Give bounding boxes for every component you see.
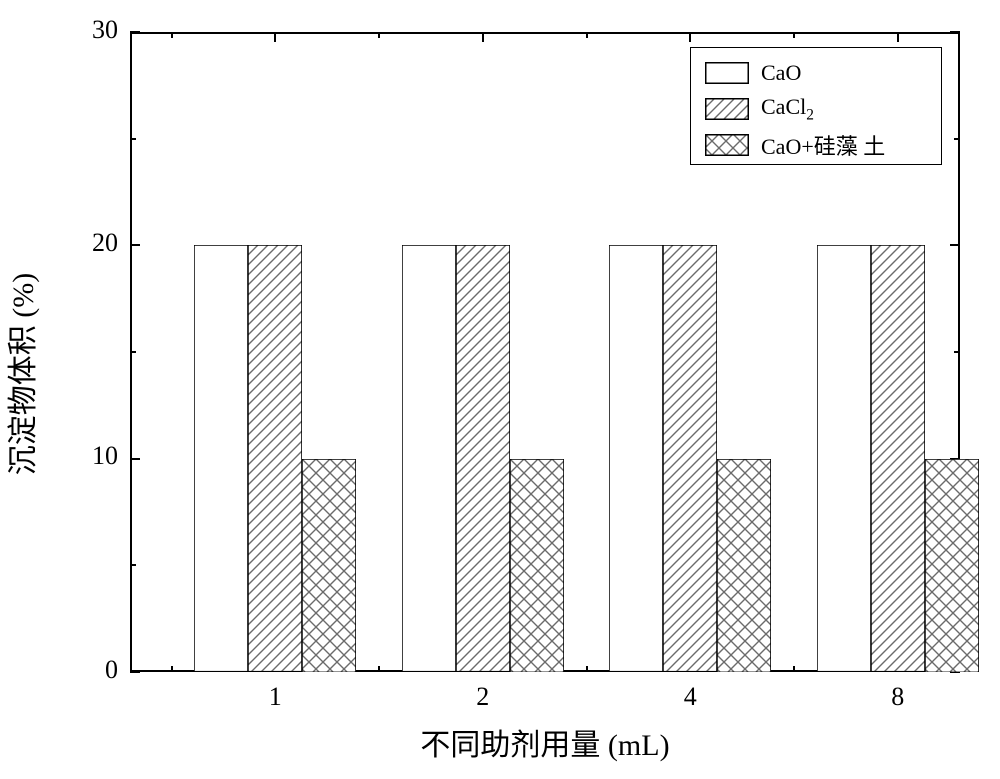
bar-CaO — [194, 245, 248, 672]
x-tick-top — [482, 32, 484, 42]
bar-CaCl2 — [871, 245, 925, 672]
y-tick — [130, 31, 140, 33]
x-minor-tick-top — [586, 32, 588, 38]
bar-CaO+硅藻土 — [925, 459, 979, 672]
y-tick — [130, 244, 140, 246]
x-tick-label: 8 — [878, 682, 918, 712]
legend-row: CaCl2 — [705, 96, 814, 122]
chart-container: 沉淀物体积 (%) 不同助剂用量 (mL) CaO CaCl2 CaO+硅藻 土 0… — [0, 0, 1000, 779]
x-minor-tick-top — [171, 32, 173, 38]
x-tick-label: 2 — [463, 682, 503, 712]
y-minor-tick-right — [954, 138, 960, 140]
x-tick-label: 1 — [255, 682, 295, 712]
bar-CaO — [609, 245, 663, 672]
y-tick — [130, 671, 140, 673]
legend-label: CaO+硅藻 土 — [761, 129, 885, 161]
x-minor-tick — [378, 666, 380, 672]
legend-row: CaO+硅藻 土 — [705, 132, 885, 158]
bar-CaO+硅藻土 — [717, 459, 771, 672]
bar-CaCl2 — [663, 245, 717, 672]
x-tick-top — [274, 32, 276, 42]
legend-swatch — [705, 134, 749, 156]
bar-CaO+硅藻土 — [302, 459, 356, 672]
y-tick-label: 10 — [92, 441, 118, 471]
y-tick-label: 0 — [105, 655, 118, 685]
legend-swatch — [705, 98, 749, 120]
bar-CaCl2 — [248, 245, 302, 672]
bar-CaCl2 — [456, 245, 510, 672]
x-minor-tick-top — [793, 32, 795, 38]
bar-CaO+硅藻土 — [510, 459, 564, 672]
x-minor-tick — [793, 666, 795, 672]
legend-row: CaO — [705, 60, 801, 86]
x-tick-label: 4 — [670, 682, 710, 712]
y-axis-label: 沉淀物体积 (%) — [0, 54, 42, 694]
y-minor-tick — [130, 351, 136, 353]
y-minor-tick — [130, 564, 136, 566]
legend-label: CaCl2 — [761, 94, 814, 124]
y-minor-tick-right — [954, 351, 960, 353]
x-minor-tick — [586, 666, 588, 672]
legend-swatch — [705, 62, 749, 84]
x-tick-top — [689, 32, 691, 42]
x-axis-label: 不同助剂用量 (mL) — [130, 720, 960, 764]
x-minor-tick-top — [378, 32, 380, 38]
x-minor-tick — [171, 666, 173, 672]
y-tick-right — [950, 31, 960, 33]
legend-box: CaO CaCl2 CaO+硅藻 土 — [690, 47, 942, 165]
y-tick — [130, 458, 140, 460]
y-tick-label: 20 — [92, 228, 118, 258]
y-tick-label: 30 — [92, 15, 118, 45]
bar-CaO — [817, 245, 871, 672]
x-tick-top — [897, 32, 899, 42]
y-minor-tick — [130, 138, 136, 140]
bar-CaO — [402, 245, 456, 672]
legend-label: CaO — [761, 60, 801, 86]
y-tick-right — [950, 244, 960, 246]
